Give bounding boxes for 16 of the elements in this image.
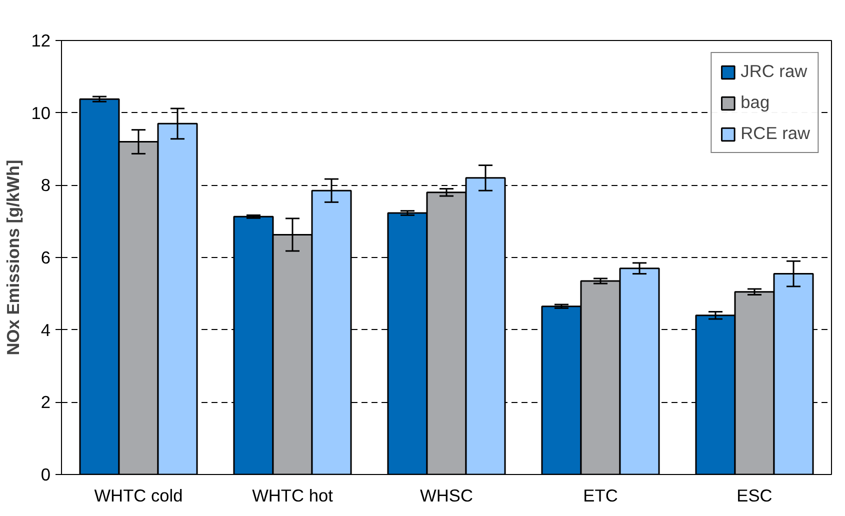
y-axis-title: NOx Emissions [g/kWh] [3, 160, 24, 356]
x-tick-label: WHSC [420, 486, 473, 506]
y-tick-label: 12 [31, 30, 51, 50]
y-tick-label: 0 [40, 464, 51, 484]
y-tick-label: 6 [40, 248, 51, 268]
y-tick-label: 8 [40, 175, 51, 196]
x-tick-label: WHTC cold [94, 486, 183, 506]
y-tick-label: 10 [31, 102, 51, 123]
legend-label: RCE raw [740, 123, 810, 144]
y-tick-label: 4 [40, 320, 51, 340]
x-tick-label: WHTC hot [252, 486, 334, 506]
y-tick-label: 2 [40, 392, 51, 412]
legend-label: bag [740, 92, 770, 113]
x-tick-label: ETC [583, 486, 618, 506]
legend-label: JRC raw [740, 61, 808, 82]
x-tick-label: ESC [736, 486, 772, 506]
